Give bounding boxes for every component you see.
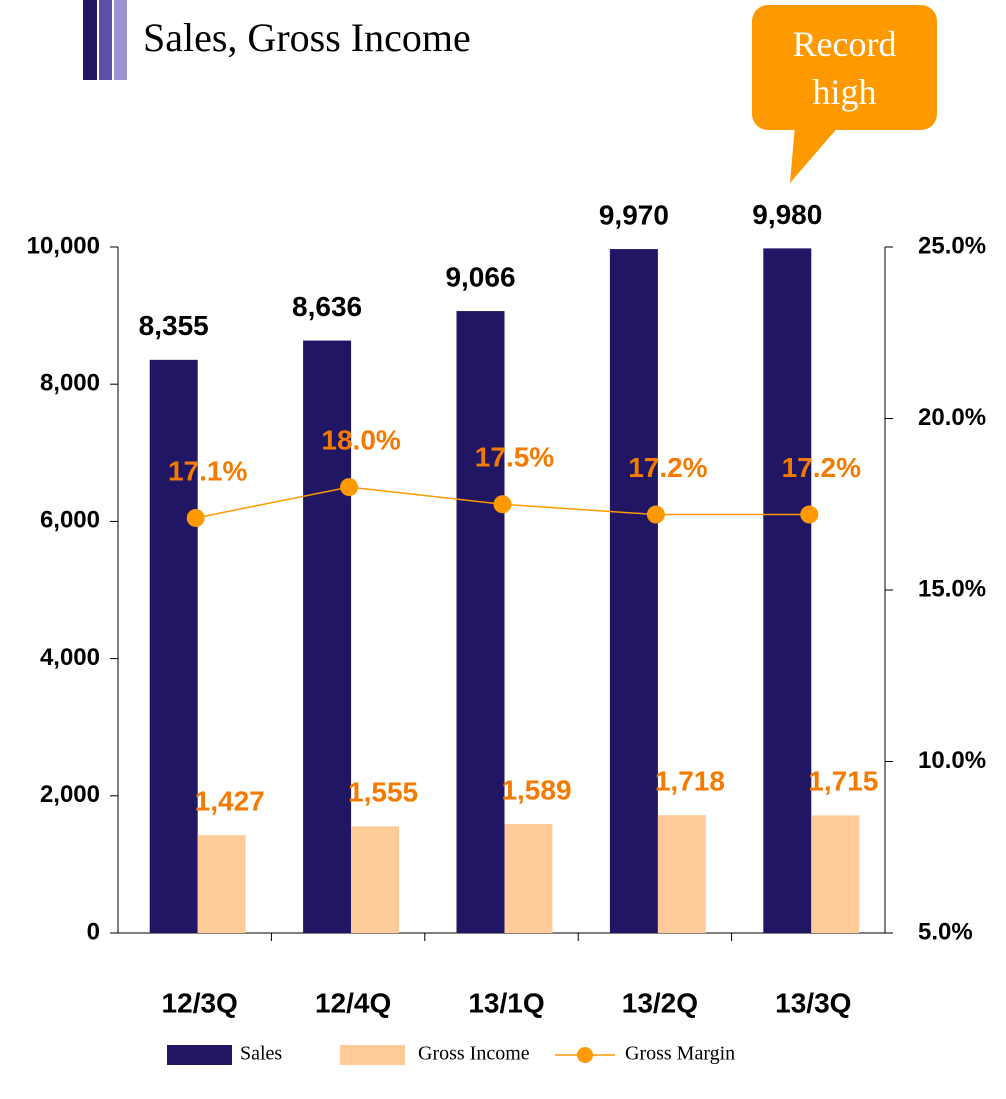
y-tick-label: 8,000 <box>40 370 100 397</box>
y-tick-label: 4,000 <box>40 644 100 671</box>
callout-text: Record high <box>792 23 897 112</box>
line-marker <box>646 505 665 524</box>
bar-value-label: 1,555 <box>348 777 418 808</box>
title-decoration <box>83 0 97 80</box>
bar <box>149 359 198 933</box>
title-decoration <box>114 0 127 80</box>
line-marker <box>800 505 819 524</box>
bar <box>811 815 860 933</box>
legend-swatch <box>167 1045 232 1065</box>
legend-swatch <box>340 1045 405 1065</box>
line-value-label: 17.2% <box>782 452 861 483</box>
callout-tail <box>790 125 840 183</box>
y2-tick-label: 10.0% <box>918 747 986 774</box>
bar <box>609 249 658 934</box>
legend-marker <box>577 1047 593 1063</box>
x-tick-label: 13/1Q <box>468 987 544 1018</box>
line-value-label: 17.5% <box>475 442 554 473</box>
bar <box>504 823 553 933</box>
line-value-label: 17.1% <box>168 455 247 486</box>
y2-tick-label: 25.0% <box>918 232 986 259</box>
bar <box>456 311 505 933</box>
line-marker <box>493 495 512 514</box>
y-tick-label: 10,000 <box>27 232 100 259</box>
legend-label: Gross Income <box>418 1043 530 1065</box>
x-tick-label: 13/2Q <box>622 987 698 1018</box>
x-tick-label: 12/3Q <box>162 987 238 1018</box>
callout-box <box>752 5 937 130</box>
y-tick-label: 6,000 <box>40 507 100 534</box>
y2-tick-label: 15.0% <box>918 575 986 602</box>
y2-tick-label: 5.0% <box>918 918 973 945</box>
bar <box>763 248 812 933</box>
line-value-label: 17.2% <box>628 452 707 483</box>
bar-value-label: 1,715 <box>808 766 878 797</box>
y-tick-label: 0 <box>87 918 100 945</box>
bar-value-label: 9,970 <box>599 199 669 230</box>
bar <box>657 815 706 933</box>
bar <box>197 835 246 933</box>
bar <box>303 340 352 933</box>
bar-value-label: 1,718 <box>655 766 725 797</box>
x-tick-label: 12/4Q <box>315 987 391 1018</box>
legend-label: Sales <box>240 1043 282 1065</box>
x-tick-label: 13/3Q <box>775 987 851 1018</box>
bar-value-label: 1,427 <box>195 785 265 816</box>
bar-value-label: 9,980 <box>752 199 822 230</box>
chart-title: Sales, Gross Income <box>143 15 471 60</box>
y-tick-label: 2,000 <box>40 781 100 808</box>
legend-label: Gross Margin <box>625 1043 735 1065</box>
bar-value-label: 9,066 <box>445 261 515 292</box>
bar-value-label: 1,589 <box>501 774 571 805</box>
bar <box>351 826 400 933</box>
title-decoration <box>99 0 112 80</box>
line-marker <box>340 478 359 497</box>
bar-value-label: 8,636 <box>292 291 362 322</box>
line-value-label: 18.0% <box>321 424 400 455</box>
bar-value-label: 8,355 <box>139 310 209 341</box>
y2-tick-label: 20.0% <box>918 404 986 431</box>
line-marker <box>186 508 205 527</box>
